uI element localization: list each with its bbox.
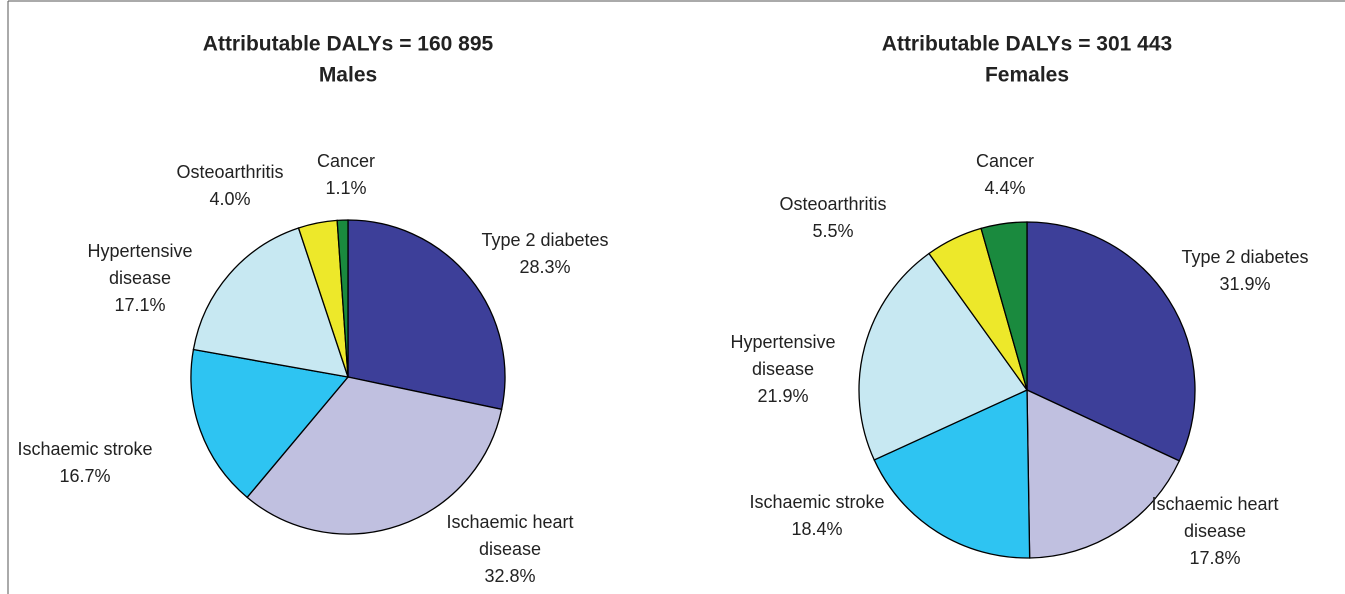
slice-value-label: 21.9% [757, 386, 808, 406]
slice-label: Hypertensive disease [87, 241, 192, 288]
chart-title: Attributable DALYs = 301 443 [882, 33, 1172, 56]
slice-label: Type 2 diabetes [481, 230, 608, 250]
pie-slice [980, 221, 1028, 391]
slice-label: Type 2 diabetes [1181, 247, 1308, 267]
slice-value-label: 17.1% [114, 295, 165, 315]
chart-subtitle: Males [319, 64, 377, 87]
pie-slice [347, 219, 506, 411]
slice-value-label: 4.4% [984, 178, 1025, 198]
pie-slice [858, 252, 1028, 461]
slice-label: Ischaemic heart disease [446, 512, 573, 559]
slice-value-label: 5.5% [812, 221, 853, 241]
chart-title: Attributable DALYs = 160 895 [203, 33, 494, 56]
slice-label: Ischaemic stroke [749, 492, 884, 512]
chart-subtitle: Females [985, 64, 1069, 87]
pie-slice [190, 348, 350, 499]
slice-label: Hypertensive disease [730, 332, 835, 379]
pie-slice [246, 376, 503, 535]
pie-slice [873, 388, 1031, 559]
pie-slice [192, 227, 349, 378]
slice-value-label: 16.7% [59, 466, 110, 486]
slice-value-label: 28.3% [519, 257, 570, 277]
slice-label: Ischaemic stroke [17, 439, 152, 459]
slice-value-label: 32.8% [484, 566, 535, 586]
slice-label: Cancer [317, 151, 375, 171]
slice-value-label: 4.0% [209, 189, 250, 209]
slice-value-label: 1.1% [325, 178, 366, 198]
slice-value-label: 17.8% [1189, 548, 1240, 568]
slice-label: Cancer [976, 151, 1034, 171]
pie-slice [1026, 388, 1181, 559]
slice-label: Osteoarthritis [176, 162, 283, 182]
slice-label: Osteoarthritis [779, 194, 886, 214]
pie-slice [1026, 221, 1196, 462]
slice-value-label: 18.4% [791, 519, 842, 539]
slice-label: Ischaemic heart disease [1151, 494, 1278, 541]
slice-value-label: 31.9% [1219, 274, 1270, 294]
pie-slice [336, 219, 349, 378]
